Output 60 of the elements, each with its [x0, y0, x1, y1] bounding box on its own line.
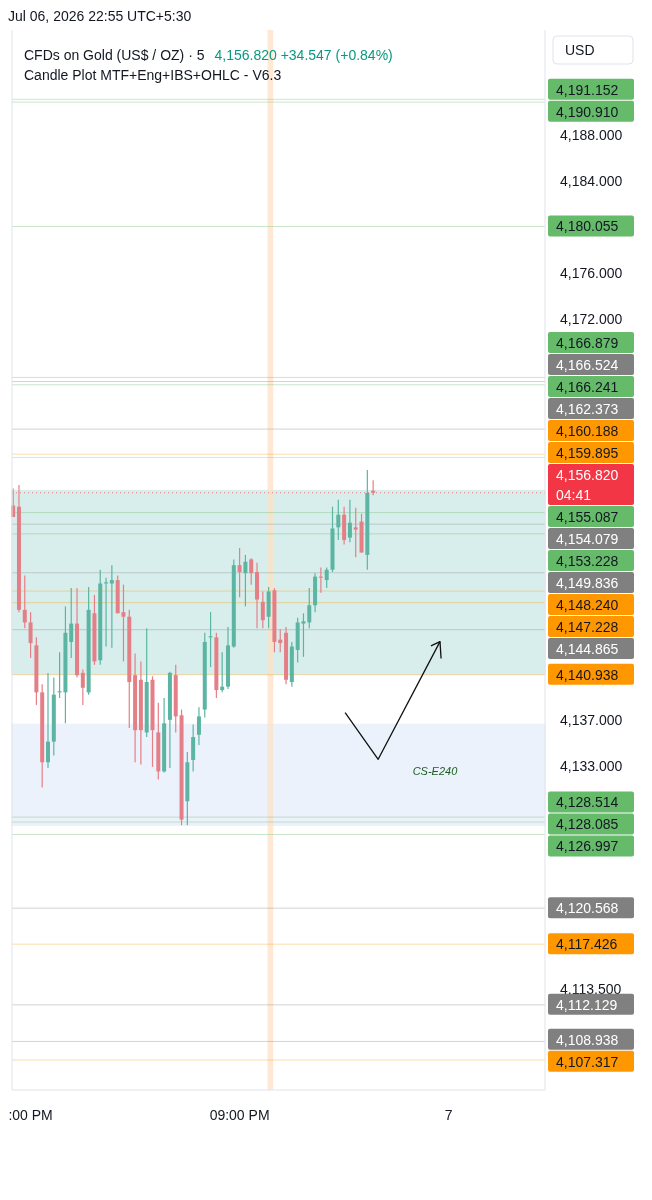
ref-line-label: 4,155.087: [556, 508, 619, 525]
ref-line-label: 4,117.426: [556, 936, 618, 953]
ref-line-label: 4,166.524: [556, 356, 619, 373]
ref-line-label: 4,159.895: [556, 444, 619, 461]
ref-line-label: 4,162.373: [556, 400, 619, 417]
ref-line-label: 4,108.938: [556, 1031, 619, 1048]
text: 04:41: [556, 486, 592, 503]
ref-line-label: 4,190.910: [556, 103, 619, 120]
ref-line-label: 4,128.085: [556, 816, 619, 833]
candlestick: [243, 554, 248, 608]
y-tick-label: 4,188.000: [560, 127, 623, 144]
candlestick: [80, 668, 85, 706]
y-tick-label: 4,113.500: [560, 981, 622, 998]
ref-line-label: 4,112.129: [556, 996, 618, 1013]
candlestick: [28, 611, 33, 659]
ref-line-label: 4,154.079: [556, 530, 619, 547]
x-tick-label: 09:00 PM: [209, 1107, 270, 1123]
y-tick-label: 4,137.000: [560, 711, 623, 728]
x-tick-label: 7: [444, 1107, 453, 1123]
ref-line-label: 4,153.228: [556, 552, 619, 569]
y-tick-label: 4,176.000: [560, 264, 623, 281]
ref-line-label: 4,107.317: [556, 1053, 619, 1070]
candlestick: [353, 507, 358, 558]
ref-line-label: 4,180.055: [556, 218, 619, 235]
y-tick-label: 4,184.000: [560, 173, 623, 190]
candlestick: [324, 566, 329, 589]
candlestick: [237, 547, 242, 598]
ref-line-label: 4,147.228: [556, 618, 619, 635]
ref-line-label: 4,166.879: [556, 334, 619, 351]
candlestick: [371, 479, 376, 496]
candlestick: [69, 587, 74, 659]
band-label: CS-E240: [412, 765, 459, 778]
ref-line-label: 4,144.865: [556, 640, 619, 657]
ref-line-label: 4,149.836: [556, 574, 619, 591]
candlestick: [347, 499, 352, 543]
candlestick: [260, 590, 265, 629]
candlestick: [191, 723, 196, 773]
y-tick-label: 4,172.000: [560, 310, 623, 327]
ref-line-label: 4,148.240: [556, 596, 619, 613]
candlestick: [22, 574, 27, 629]
candlestick: [249, 557, 254, 586]
y-tick-label: 4,133.000: [560, 757, 623, 774]
ref-line-label: 4,140.938: [556, 666, 619, 683]
candlestick: [196, 706, 201, 746]
text: CFDs on Gold (US$ / OZ) · 5: [24, 47, 205, 63]
candlestick: [336, 499, 341, 541]
ref-line-label: 4,166.241: [556, 378, 619, 395]
annotation: 4,156.820 +34.547 (+0.84%): [214, 47, 393, 63]
ref-line-label: 4,120.568: [556, 900, 619, 917]
x-tick-label: :00 PM: [8, 1107, 53, 1123]
candlestick: [307, 587, 312, 629]
text: USD: [565, 41, 595, 58]
ref-line-label: 4,128.514: [556, 794, 619, 811]
candlestick: [46, 672, 50, 769]
ref-line-label: 4,191.152: [556, 81, 619, 98]
ref-line-label: 4,126.997: [556, 838, 619, 855]
ref-line-label: 4,160.188: [556, 422, 619, 439]
text: Jul 06, 2026 22:55 UTC+5:30: [8, 8, 192, 24]
text: Candle Plot MTF+Eng+IBS+OHLC - V6.3: [24, 67, 282, 83]
ref-line-label: 4,156.820: [556, 466, 619, 483]
